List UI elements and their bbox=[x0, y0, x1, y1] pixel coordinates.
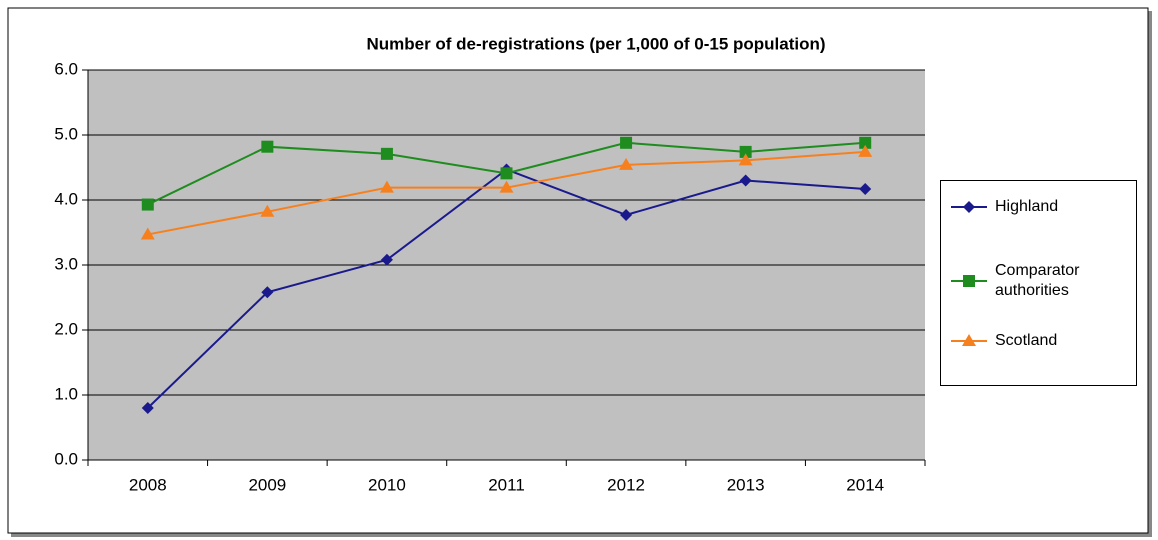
x-tick-label: 2013 bbox=[727, 475, 765, 494]
legend-swatch bbox=[951, 201, 987, 213]
legend-swatch bbox=[951, 275, 987, 287]
legend-entry: Scotland bbox=[949, 331, 1105, 351]
marker bbox=[500, 167, 513, 180]
x-tick-label: 2009 bbox=[248, 475, 286, 494]
marker bbox=[261, 140, 274, 153]
legend-entry: Comparator authorities bbox=[949, 261, 1105, 301]
marker bbox=[620, 136, 633, 149]
marker bbox=[380, 147, 393, 160]
x-tick-label: 2008 bbox=[129, 475, 167, 494]
y-tick-label: 6.0 bbox=[54, 59, 78, 78]
x-tick-label: 2014 bbox=[846, 475, 884, 494]
marker bbox=[738, 153, 753, 166]
marker bbox=[499, 180, 514, 193]
marker bbox=[619, 157, 634, 170]
y-tick-label: 2.0 bbox=[54, 319, 78, 338]
legend: Highland Comparator authorities Scotland bbox=[940, 180, 1137, 386]
legend-swatch bbox=[951, 334, 987, 346]
y-tick-label: 0.0 bbox=[54, 449, 78, 468]
marker bbox=[963, 201, 975, 213]
marker bbox=[858, 144, 873, 157]
x-tick-label: 2010 bbox=[368, 475, 406, 494]
marker bbox=[963, 275, 975, 287]
marker bbox=[260, 204, 275, 217]
x-tick-label: 2012 bbox=[607, 475, 645, 494]
marker bbox=[739, 145, 752, 158]
marker bbox=[261, 286, 274, 299]
legend-label: Scotland bbox=[995, 332, 1058, 349]
marker bbox=[859, 182, 872, 195]
legend-label: Highland bbox=[995, 198, 1059, 215]
x-tick-label: 2011 bbox=[488, 475, 525, 494]
marker bbox=[962, 334, 976, 346]
y-tick-label: 1.0 bbox=[54, 384, 78, 403]
marker bbox=[859, 136, 872, 149]
marker bbox=[380, 253, 393, 266]
marker bbox=[141, 402, 154, 414]
legend-label: Comparator authorities bbox=[995, 262, 1080, 299]
marker bbox=[620, 208, 633, 221]
y-tick-label: 3.0 bbox=[54, 254, 78, 273]
y-tick-label: 4.0 bbox=[54, 189, 78, 208]
marker bbox=[739, 174, 752, 187]
legend-entry: Highland bbox=[949, 197, 1105, 217]
chart-title: Number of de-registrations (per 1,000 of… bbox=[366, 34, 825, 53]
marker bbox=[379, 180, 394, 193]
y-tick-label: 5.0 bbox=[54, 124, 78, 143]
marker bbox=[140, 227, 155, 240]
marker bbox=[141, 198, 154, 211]
